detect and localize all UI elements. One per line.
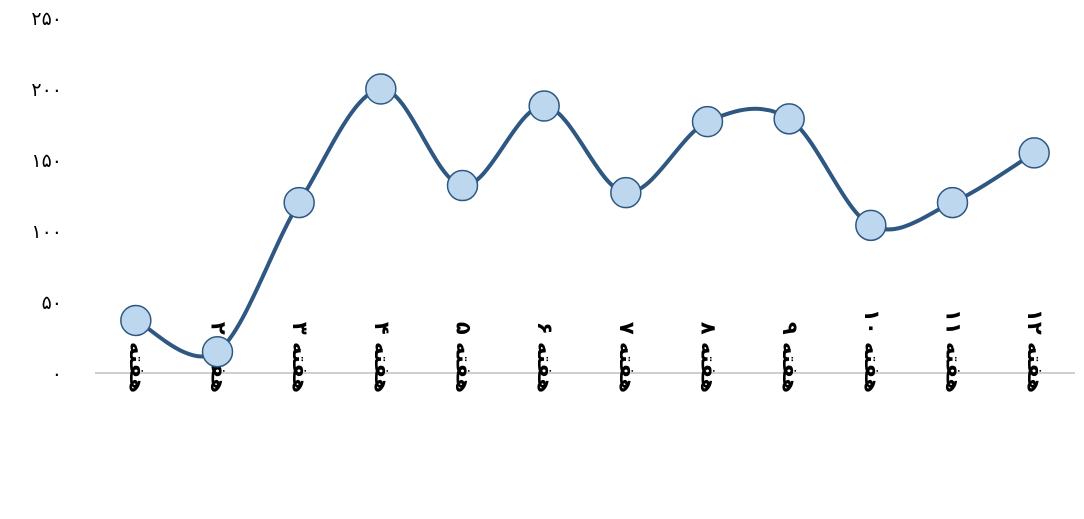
data-point — [773, 103, 805, 135]
y-tick-label: ۱۵۰ — [31, 150, 62, 172]
y-tick-label: ۲۰۰ — [31, 79, 62, 101]
y-tick-label: ۱۰۰ — [31, 221, 62, 243]
data-point — [610, 176, 642, 209]
x-tick-label: هفته ۳ — [288, 322, 312, 393]
data-point — [283, 186, 315, 219]
x-tick-label: هفته ۸ — [697, 322, 721, 393]
data-point — [201, 335, 234, 368]
data-point — [365, 73, 397, 105]
x-tick-label: هفته ۱۱ — [942, 309, 966, 393]
x-tick-label: هفته ۴ — [370, 322, 394, 393]
data-point — [936, 186, 969, 219]
data-point — [855, 209, 887, 242]
data-points — [120, 73, 1050, 368]
x-tick-label: هفته ۹ — [778, 322, 802, 393]
y-tick-label: ۰ — [52, 363, 62, 385]
data-point — [528, 90, 560, 122]
x-tick-label: هفته ۱۰ — [860, 309, 884, 393]
y-tick-label: ۵۰ — [42, 292, 62, 314]
y-axis: ۰ ۵۰ ۱۰۰ ۱۵۰ ۲۰۰ ۲۵۰ — [31, 8, 62, 385]
data-point — [120, 304, 152, 337]
x-tick-label: هفته ۵ — [452, 322, 476, 393]
series-line — [133, 87, 1037, 359]
x-tick-label: هفته ۷ — [615, 322, 639, 393]
y-tick-label: ۲۵۰ — [31, 8, 62, 30]
data-point — [1018, 137, 1050, 169]
data-point — [691, 105, 724, 138]
data-point — [446, 169, 479, 202]
x-tick-label: هفته ۱۲ — [1023, 309, 1047, 393]
x-tick-label: هفته ۶ — [533, 322, 557, 393]
